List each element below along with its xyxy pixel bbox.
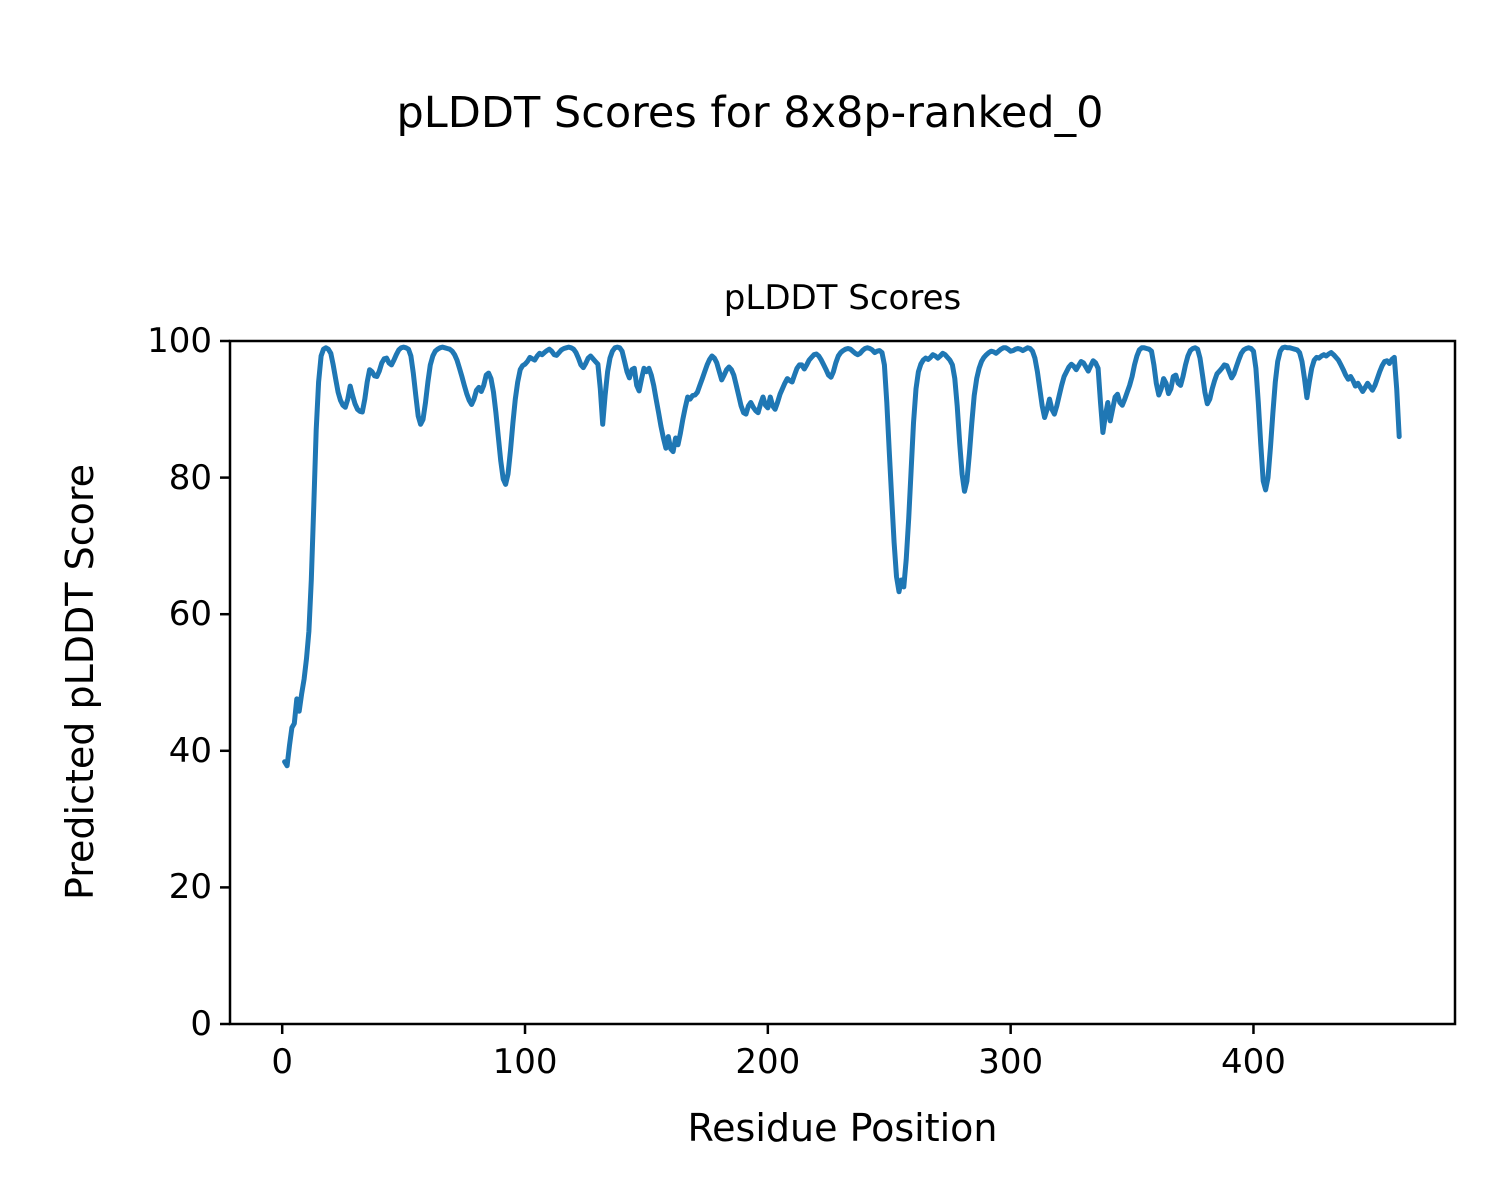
- x-tick-label: 100: [492, 1042, 558, 1082]
- y-tick-label: 100: [147, 321, 212, 361]
- y-tick-label: 60: [168, 594, 212, 635]
- axes-box: [228, 339, 1457, 1026]
- plddt-line: [282, 344, 1402, 769]
- figure-suptitle: pLDDT Scores for 8x8p-ranked_0: [396, 88, 1104, 138]
- y-tick-label: 0: [190, 1004, 212, 1044]
- y-axis-label-text: Predicted pLDDT Score: [58, 464, 102, 900]
- x-tick-label: 0: [271, 1042, 294, 1082]
- x-axis-ticks: [280, 1024, 1255, 1034]
- x-tick-label: 400: [1221, 1042, 1286, 1082]
- x-tick-label: 200: [735, 1042, 801, 1082]
- y-tick-label: 20: [168, 867, 212, 908]
- y-tick-label: 80: [168, 457, 212, 498]
- plot-title: pLDDT Scores: [723, 278, 962, 318]
- y-axis-ticks: [220, 339, 230, 1026]
- x-axis-label: Residue Position: [687, 1106, 998, 1150]
- plddt-line-layer: [282, 344, 1402, 769]
- x-tick-label: 300: [978, 1042, 1044, 1082]
- y-tick-label: 40: [168, 730, 212, 771]
